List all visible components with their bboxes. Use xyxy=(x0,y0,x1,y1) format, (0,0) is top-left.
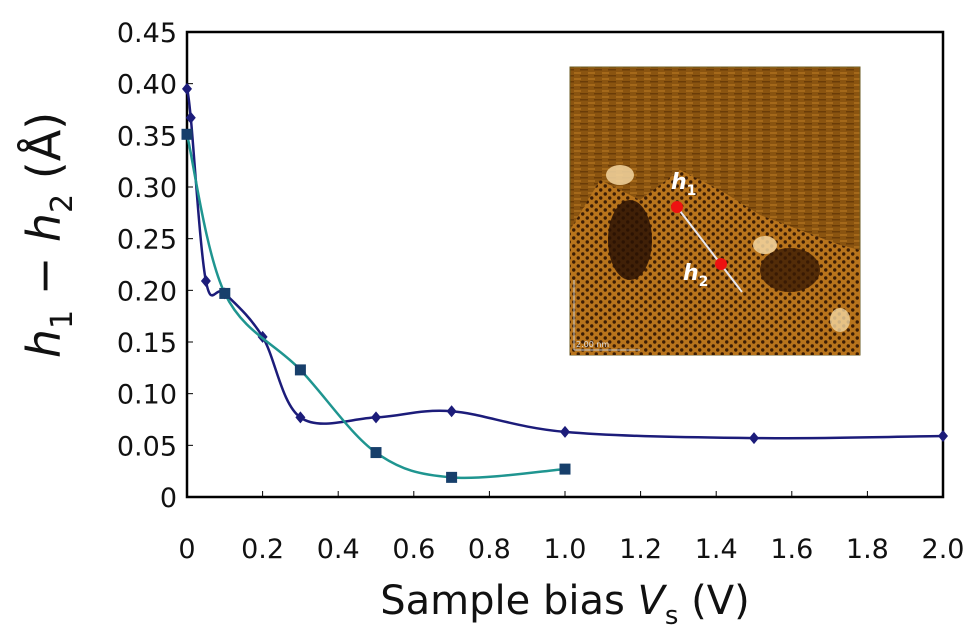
y-tick-label: 0.05 xyxy=(117,431,177,462)
marker xyxy=(181,128,193,140)
x-axis-title: Sample bias Vs (V) xyxy=(380,578,749,630)
label-part: 1 xyxy=(45,310,80,329)
label-part: Sample bias xyxy=(380,578,637,624)
label-part: (V) xyxy=(678,578,749,624)
marker xyxy=(560,425,570,438)
marker xyxy=(294,364,306,376)
point-h2 xyxy=(715,258,727,270)
marker xyxy=(182,82,192,95)
marker xyxy=(185,111,196,124)
y-tick-label: 0.45 xyxy=(117,18,177,49)
x-tick-label: 1.8 xyxy=(846,534,889,565)
series-line xyxy=(185,88,944,440)
inset-point-label: h1 xyxy=(671,170,696,199)
series-line xyxy=(185,134,566,480)
x-tick-label: 1.2 xyxy=(619,534,662,565)
inset-bright xyxy=(830,308,850,332)
label-part: 1 xyxy=(687,183,697,199)
label-part: h xyxy=(671,170,687,195)
label-part: (Å) xyxy=(17,112,71,194)
inset-defect xyxy=(760,248,820,292)
marker xyxy=(446,471,458,483)
point-h1 xyxy=(671,201,683,213)
label-part: V xyxy=(638,578,668,624)
label-part: h xyxy=(17,329,71,358)
label-part: h xyxy=(17,213,71,242)
inset-bright xyxy=(753,236,777,254)
marker xyxy=(938,430,948,443)
y-tick-label: 0.40 xyxy=(117,70,177,101)
y-tick-label: 0.15 xyxy=(117,328,177,359)
label-part: s xyxy=(665,601,679,630)
x-tick-label: 1.6 xyxy=(770,534,813,565)
x-tick-label: 0 xyxy=(178,534,195,565)
marker xyxy=(370,447,382,459)
marker xyxy=(446,405,457,418)
x-tick-label: 0.2 xyxy=(241,534,284,565)
y-tick-label: 0.20 xyxy=(117,276,177,307)
profile-line xyxy=(676,206,743,293)
y-axis-title: h1 − h2 (Å) xyxy=(17,112,80,358)
marker xyxy=(200,275,211,288)
label-part: 2 xyxy=(699,274,709,290)
y-tick-label: 0.25 xyxy=(117,225,177,256)
scale-bar-label: 2.00 nm xyxy=(576,340,609,349)
y-tick-label: 0.10 xyxy=(117,380,177,411)
y-tick-label: 0.35 xyxy=(117,121,177,152)
inset-bright xyxy=(606,165,634,185)
inset-point-label: h2 xyxy=(683,261,708,290)
marker xyxy=(219,287,231,299)
x-tick-label: 0.8 xyxy=(468,534,511,565)
label-part: − xyxy=(17,242,71,310)
marker xyxy=(295,411,306,424)
label-part: 2 xyxy=(45,194,80,213)
x-tick-label: 0.6 xyxy=(392,534,435,565)
inset-defect xyxy=(608,200,652,280)
y-tick-label: 0.30 xyxy=(117,173,177,204)
x-tick-label: 0.4 xyxy=(317,534,360,565)
label-part: h xyxy=(683,261,699,286)
x-tick-label: 1.0 xyxy=(544,534,587,565)
y-tick-label: 0 xyxy=(160,483,177,514)
x-tick-label: 2.0 xyxy=(922,534,965,565)
x-tick-label: 1.4 xyxy=(695,534,738,565)
marker xyxy=(371,411,381,424)
marker xyxy=(559,463,571,475)
marker xyxy=(749,432,759,445)
